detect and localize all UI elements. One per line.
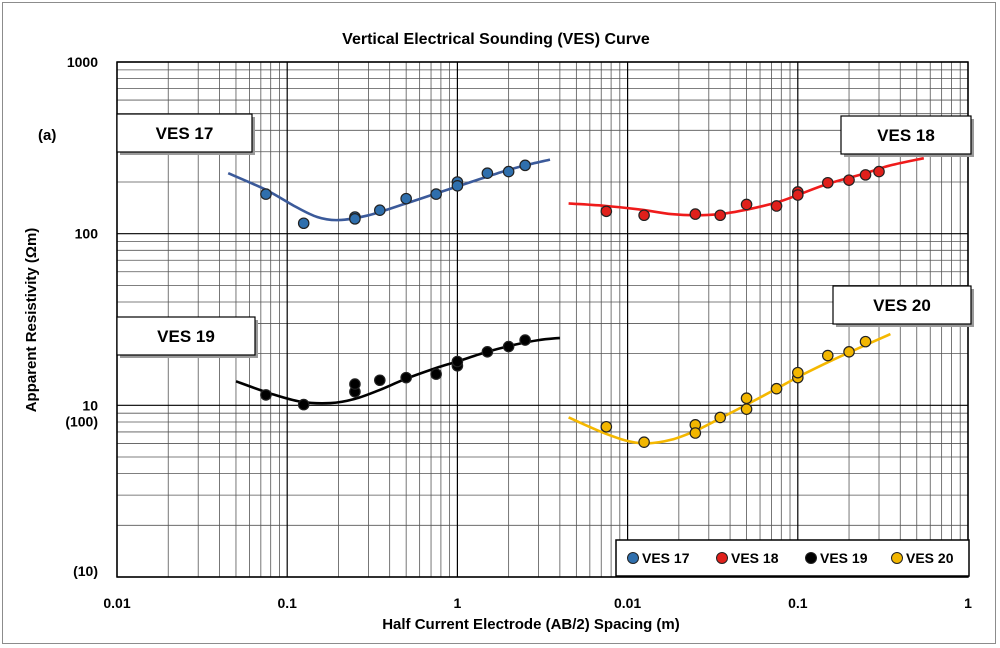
ves-18-point <box>770 200 783 212</box>
ves-19-point <box>430 368 442 380</box>
x-tick-label: 1 <box>454 595 462 611</box>
ves-20-legend-label: VES 20 <box>906 550 954 566</box>
ves-17-point <box>519 159 531 172</box>
ves-20-point <box>859 335 872 348</box>
y-tick-label: 1000 <box>67 54 98 70</box>
y-tick-label: (10) <box>73 563 98 579</box>
ves-20-point <box>600 420 613 433</box>
ves-19-point <box>374 374 386 387</box>
ves-18-point <box>714 209 727 222</box>
ves-17-fit-line <box>227 158 551 222</box>
ves-17-label-box <box>116 113 253 153</box>
y-tick-label: 100 <box>75 226 99 242</box>
ves-20-point <box>740 403 753 415</box>
ves-17-point <box>349 213 361 225</box>
ves-17-label: VES 17 <box>156 124 214 143</box>
ves-18-legend-marker <box>716 552 728 564</box>
chart-title: Vertical Electrical Sounding (VES) Curve <box>342 31 650 48</box>
ves-17-point <box>297 217 310 230</box>
ves-19-point <box>519 334 531 346</box>
ves-17-point <box>481 167 494 180</box>
ves-17-legend-marker <box>627 552 639 564</box>
ves-19-point <box>260 389 272 401</box>
y-tick-label: 10 <box>82 397 98 413</box>
ves-18-point <box>859 169 872 181</box>
x-axis-label: Half Current Electrode (AB/2) Spacing (m… <box>382 616 680 633</box>
ves-18-point <box>638 209 650 222</box>
ves-19-point <box>502 340 515 353</box>
ves-20-fit-line <box>568 332 891 445</box>
tick-labels: 0.01 0.1 1 0.01 0.1 1 1000 100 10(100) (10) <box>65 54 972 611</box>
ves-18-point <box>843 174 855 186</box>
ves-17-point <box>374 204 386 216</box>
ves-20-label: VES 20 <box>873 296 931 315</box>
ves-19-point <box>400 371 412 384</box>
ves-19-point <box>297 398 310 411</box>
data-points <box>260 159 885 448</box>
x-tick-label: 0.01 <box>103 595 130 611</box>
ves-18-point <box>600 205 613 218</box>
ves-19-label-box <box>116 316 256 356</box>
ves-label-boxes: VES 17 VES 18 VES 19 VES 20 <box>116 113 974 358</box>
x-tick-label: 0.1 <box>277 595 297 611</box>
ves-17-point <box>430 188 442 200</box>
ves-19-point <box>481 346 494 358</box>
ves-19-label: VES 19 <box>157 327 215 346</box>
ves-18-point <box>689 208 702 220</box>
ves-20-point <box>821 349 834 362</box>
ves-20-label-box <box>832 285 972 325</box>
ves-20-point <box>843 346 855 358</box>
ves-18-label: VES 18 <box>877 126 935 145</box>
ves-20-point <box>740 392 753 405</box>
y-tick-label: (100) <box>65 413 98 429</box>
x-tick-label: 0.01 <box>614 595 641 611</box>
ves-18-point <box>740 198 753 211</box>
ves-17-point <box>451 180 464 192</box>
x-tick-label: 1 <box>964 595 972 611</box>
ves-19-legend-label: VES 19 <box>820 550 868 566</box>
legend-box <box>615 539 970 577</box>
ves-19-legend-marker <box>805 552 817 564</box>
ves-18-point <box>791 189 804 201</box>
x-tick-label: 0.1 <box>788 595 808 611</box>
ves-19-point <box>349 378 361 390</box>
ves-19-point <box>451 355 464 368</box>
ves-20-point <box>638 436 650 448</box>
ves-20-point <box>689 427 702 439</box>
ves-20-point <box>770 382 783 395</box>
ves-17-legend-label: VES 17 <box>642 550 690 566</box>
ves-17-point <box>260 188 272 200</box>
y-axis-label: Apparent Resistivity (Ωm) <box>23 228 40 413</box>
ves-17-point <box>502 165 515 178</box>
panel-label: (a) <box>38 127 56 144</box>
ves-20-point <box>791 366 804 379</box>
ves-20-legend-marker <box>891 552 903 564</box>
ves-18-legend-label: VES 18 <box>731 550 779 566</box>
ves-20-point <box>714 411 727 424</box>
ves-18-point <box>821 176 834 189</box>
ves-18-label-box <box>840 115 972 155</box>
ves-17-point <box>400 192 412 205</box>
text-labels: Vertical Electrical Sounding (VES) Curve… <box>23 31 680 633</box>
legend: VES 17 VES 18 VES 19 VES 20 <box>615 539 970 577</box>
ves-18-point <box>873 165 885 178</box>
